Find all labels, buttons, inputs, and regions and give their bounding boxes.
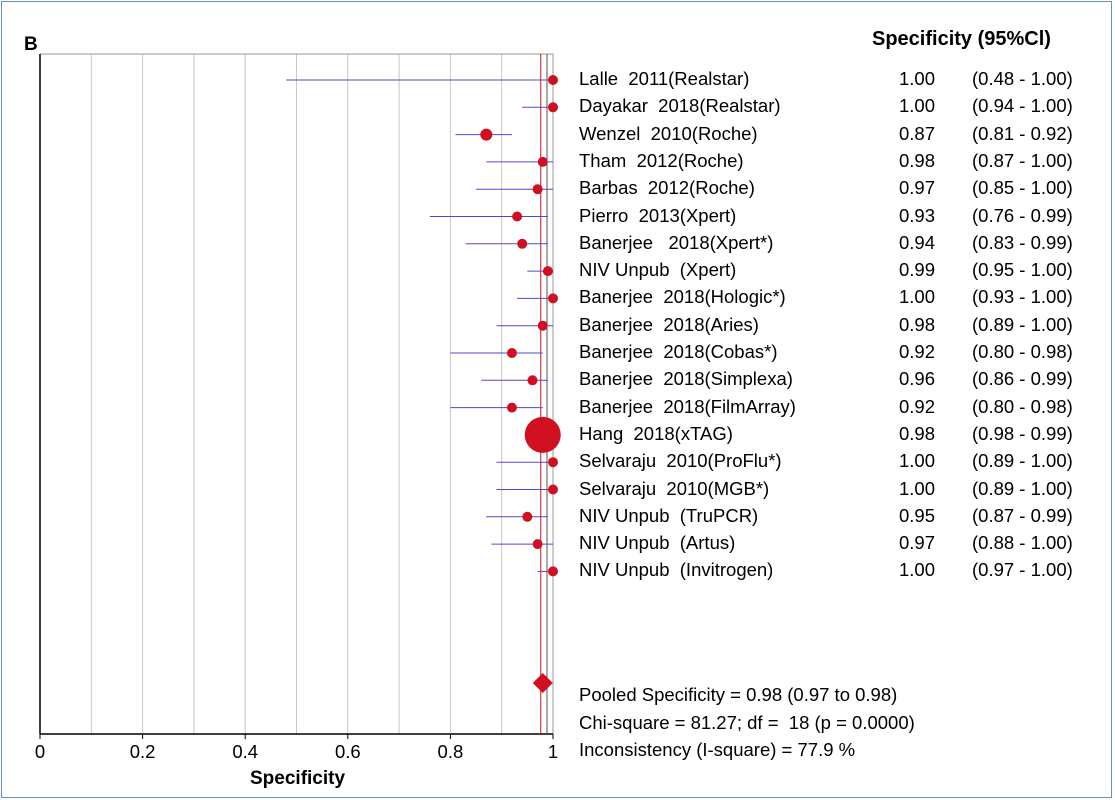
study-ci: (0.89 - 1.00) xyxy=(972,313,1073,335)
study-label: Barbas 2012(Roche) xyxy=(579,177,755,199)
column-header: Specificity (95%Cl) xyxy=(872,28,1051,50)
x-tick-label: 0.4 xyxy=(232,741,259,762)
study-estimate: 1.00 xyxy=(899,286,936,308)
study-label: Banerjee 2018(Aries) xyxy=(579,313,759,335)
study-point xyxy=(537,156,548,167)
study-estimate: 1.00 xyxy=(899,477,936,499)
study-estimate: 1.00 xyxy=(899,450,936,472)
study-ci: (0.76 - 0.99) xyxy=(972,204,1073,226)
study-point xyxy=(548,102,558,113)
study-ci: (0.81 - 0.92) xyxy=(972,122,1073,144)
study-label: Wenzel 2010(Roche) xyxy=(579,122,758,144)
study-ci: (0.98 - 0.99) xyxy=(972,422,1073,444)
x-tick-label: 0 xyxy=(34,741,46,762)
study-label: Selvaraju 2010(ProFlu*) xyxy=(579,450,782,472)
study-point xyxy=(512,211,523,222)
study-ci: (0.87 - 1.00) xyxy=(972,149,1073,171)
study-label: NIV Unpub (Xpert) xyxy=(579,259,737,281)
study-ci: (0.83 - 0.99) xyxy=(972,231,1073,253)
panel-letter: B xyxy=(24,34,38,55)
study-estimate: 0.98 xyxy=(899,149,936,171)
study-ci: (0.85 - 1.00) xyxy=(972,177,1073,199)
x-tick-label: 0.2 xyxy=(129,741,156,762)
study-estimate: 1.00 xyxy=(899,68,936,89)
study-estimate: 0.92 xyxy=(899,341,936,362)
x-tick-label: 0.6 xyxy=(334,741,361,762)
study-label: Selvaraju 2010(MGB*) xyxy=(579,477,770,499)
study-estimate: 0.95 xyxy=(899,504,936,526)
study-estimate: 0.87 xyxy=(899,122,936,144)
study-ci: (0.89 - 1.00) xyxy=(972,477,1073,499)
pooled-diamond xyxy=(532,673,553,693)
study-point xyxy=(548,75,558,85)
study-point xyxy=(532,539,543,550)
study-label: Banerjee 2018(FilmArray) xyxy=(579,395,796,417)
study-ci: (0.95 - 1.00) xyxy=(972,259,1073,281)
study-point xyxy=(532,184,543,195)
study-ci: (0.80 - 0.98) xyxy=(972,395,1073,417)
study-estimate: 1.00 xyxy=(899,95,936,117)
study-point xyxy=(506,402,517,413)
study-label: Banerjee 2018(Simplexa) xyxy=(579,368,793,390)
study-label: Hang 2018(xTAG) xyxy=(579,422,733,444)
chi-square-text: Chi-square = 81.27; df = 18 (p = 0.0000) xyxy=(579,712,915,733)
study-ci: (0.48 - 1.00) xyxy=(972,68,1073,89)
study-label: NIV Unpub (Artus) xyxy=(579,532,736,554)
study-estimate: 0.99 xyxy=(899,259,936,281)
study-point xyxy=(548,457,558,468)
study-ci: (0.97 - 1.00) xyxy=(972,559,1073,581)
study-estimate: 0.98 xyxy=(899,313,936,335)
study-label: Tham 2012(Roche) xyxy=(579,149,744,171)
study-label: Pierro 2013(Xpert) xyxy=(579,204,737,226)
study-estimate: 0.94 xyxy=(899,231,936,253)
study-ci: (0.86 - 0.99) xyxy=(972,368,1073,390)
study-label: NIV Unpub (TruPCR) xyxy=(579,504,759,526)
study-point xyxy=(517,238,528,249)
study-ci: (0.94 - 1.00) xyxy=(972,95,1073,117)
study-estimate: 1.00 xyxy=(899,559,936,581)
study-label: NIV Unpub (Invitrogen) xyxy=(579,559,774,581)
pooled-specificity-text: Pooled Specificity = 0.98 (0.97 to 0.98) xyxy=(579,684,898,705)
inconsistency-text: Inconsistency (I-square) = 77.9 % xyxy=(579,739,856,760)
study-point xyxy=(480,128,493,141)
study-label: Banerjee 2018(Cobas*) xyxy=(579,341,778,362)
study-estimate: 0.98 xyxy=(899,422,936,444)
study-label: Banerjee 2018(Xpert*) xyxy=(579,231,774,253)
study-point xyxy=(506,348,517,358)
study-estimate: 0.97 xyxy=(899,177,936,199)
study-ci: (0.87 - 0.99) xyxy=(972,504,1073,526)
study-point xyxy=(542,266,553,277)
x-tick-label: 0.8 xyxy=(437,741,464,762)
study-label: Dayakar 2018(Realstar) xyxy=(579,95,781,117)
study-point xyxy=(527,375,538,386)
study-point xyxy=(548,293,558,304)
x-tick-label: 1 xyxy=(547,741,559,762)
study-estimate: 0.96 xyxy=(899,368,936,390)
study-point xyxy=(548,566,558,577)
study-point xyxy=(537,320,548,331)
study-estimate: 0.93 xyxy=(899,204,936,226)
study-label: Banerjee 2018(Hologic*) xyxy=(579,286,786,308)
study-point xyxy=(548,484,558,495)
study-label: Lalle 2011(Realstar) xyxy=(579,68,750,89)
study-ci: (0.89 - 1.00) xyxy=(972,450,1073,472)
study-point xyxy=(524,416,561,453)
study-ci: (0.80 - 0.98) xyxy=(972,341,1073,362)
x-axis-label: Specificity xyxy=(250,768,346,789)
study-ci: (0.93 - 1.00) xyxy=(972,286,1073,308)
study-estimate: 0.92 xyxy=(899,395,936,417)
study-estimate: 0.97 xyxy=(899,532,936,554)
study-ci: (0.88 - 1.00) xyxy=(972,532,1073,554)
study-point xyxy=(522,511,533,522)
